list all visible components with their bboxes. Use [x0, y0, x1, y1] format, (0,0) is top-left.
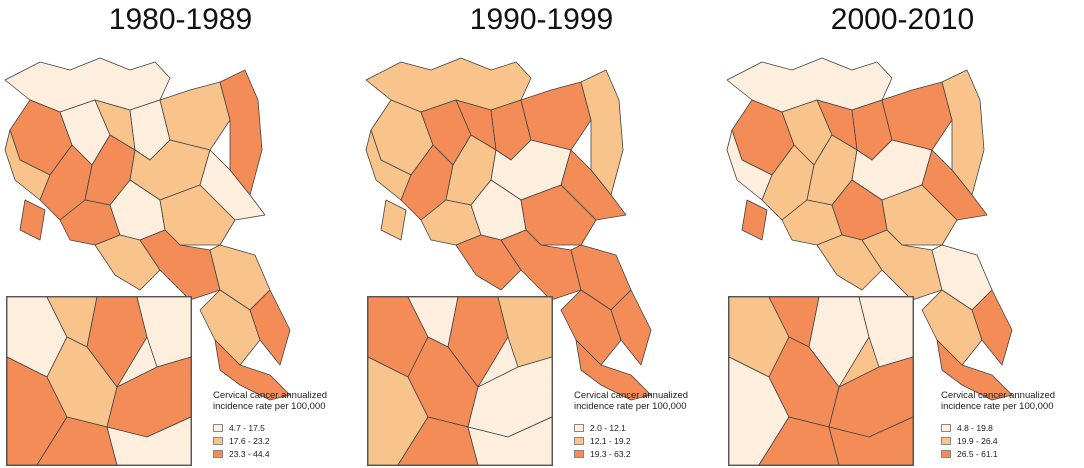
- legend-swatch: [213, 423, 223, 432]
- legend-item: 23.3 - 44.4: [213, 447, 327, 460]
- region: [936, 339, 1013, 401]
- country-map: [4, 57, 291, 401]
- legend: Cervical cancer annualized incidence rat…: [941, 390, 1055, 460]
- legend-swatch: [574, 423, 584, 432]
- legend-title-line2: incidence rate per 100,000: [574, 401, 687, 412]
- legend-label: 23.3 - 44.4: [229, 448, 270, 459]
- region: [214, 339, 291, 401]
- legend-title-line1: Cervical cancer annualized: [941, 390, 1056, 401]
- inset-region: [397, 416, 479, 465]
- legend-item: 4.7 - 17.5: [213, 421, 327, 434]
- legend: Cervical cancer annualized incidence rat…: [574, 390, 688, 460]
- panel-title: 1990-1999: [469, 3, 614, 36]
- legend-swatch: [213, 449, 223, 458]
- legend-item: 2.0 - 12.1: [574, 421, 688, 434]
- legend-title-line2: incidence rate per 100,000: [941, 401, 1054, 412]
- inset-map-svg: [729, 297, 913, 465]
- legend-title-line1: Cervical cancer annualized: [574, 390, 689, 401]
- legend-swatch: [941, 423, 951, 432]
- legend-label: 12.1 - 19.2: [590, 435, 631, 446]
- legend-label: 4.8 - 19.8: [957, 422, 993, 433]
- panel-title: 2000-2010: [830, 3, 975, 36]
- legend-item: 12.1 - 19.2: [574, 434, 688, 447]
- legend-title: Cervical cancer annualized incidence rat…: [941, 390, 1055, 412]
- region: [580, 69, 624, 196]
- country-map: [365, 57, 652, 401]
- legend-label: 2.0 - 12.1: [590, 422, 626, 433]
- legend-label: 17.6 - 23.2: [229, 435, 270, 446]
- legend-title: Cervical cancer annualized incidence rat…: [574, 390, 688, 412]
- map-panel-2000-2010: 2000-2010: [722, 0, 1083, 468]
- region: [610, 289, 652, 366]
- legend-swatch: [213, 436, 223, 445]
- map-panel-1980-1989: 1980-1989: [0, 0, 361, 468]
- region: [941, 69, 985, 196]
- legend-label: 19.9 - 26.4: [957, 435, 998, 446]
- inset-region: [828, 416, 913, 465]
- legend-label: 4.7 - 17.5: [229, 422, 265, 433]
- inset-map-svg: [368, 297, 552, 465]
- legend-item: 4.8 - 19.8: [941, 421, 1055, 434]
- panel-title: 1980-1989: [108, 3, 253, 36]
- region: [219, 69, 263, 196]
- region: [249, 289, 291, 366]
- legend-swatch: [574, 449, 584, 458]
- region: [380, 199, 407, 241]
- legend-item: 17.6 - 23.2: [213, 434, 327, 447]
- inset-region: [86, 297, 148, 388]
- region: [575, 339, 652, 401]
- inset-map: [367, 296, 553, 466]
- inset-region: [467, 416, 552, 465]
- inset-region: [106, 416, 191, 465]
- region: [19, 199, 46, 241]
- region: [971, 289, 1013, 366]
- inset-map: [728, 296, 914, 466]
- legend-label: 19.3 - 63.2: [590, 448, 631, 459]
- legend-swatch: [941, 436, 951, 445]
- inset-region: [447, 297, 509, 388]
- map-panel-1990-1999: 1990-1999: [361, 0, 722, 468]
- legend-swatch: [941, 449, 951, 458]
- inset-region: [758, 416, 840, 465]
- legend-title: Cervical cancer annualized incidence rat…: [213, 390, 327, 412]
- inset-region: [36, 416, 118, 465]
- region: [741, 199, 768, 241]
- legend-swatch: [574, 436, 584, 445]
- inset-map: [6, 296, 192, 466]
- legend-title-line2: incidence rate per 100,000: [213, 401, 326, 412]
- legend-title-line1: Cervical cancer annualized: [213, 390, 328, 401]
- legend-item: 19.3 - 63.2: [574, 447, 688, 460]
- legend-label: 26.5 - 61.1: [957, 448, 998, 459]
- country-map: [726, 57, 1013, 401]
- legend-item: 19.9 - 26.4: [941, 434, 1055, 447]
- inset-region: [808, 297, 870, 388]
- inset-map-svg: [7, 297, 191, 465]
- legend-item: 26.5 - 61.1: [941, 447, 1055, 460]
- legend: Cervical cancer annualized incidence rat…: [213, 390, 327, 460]
